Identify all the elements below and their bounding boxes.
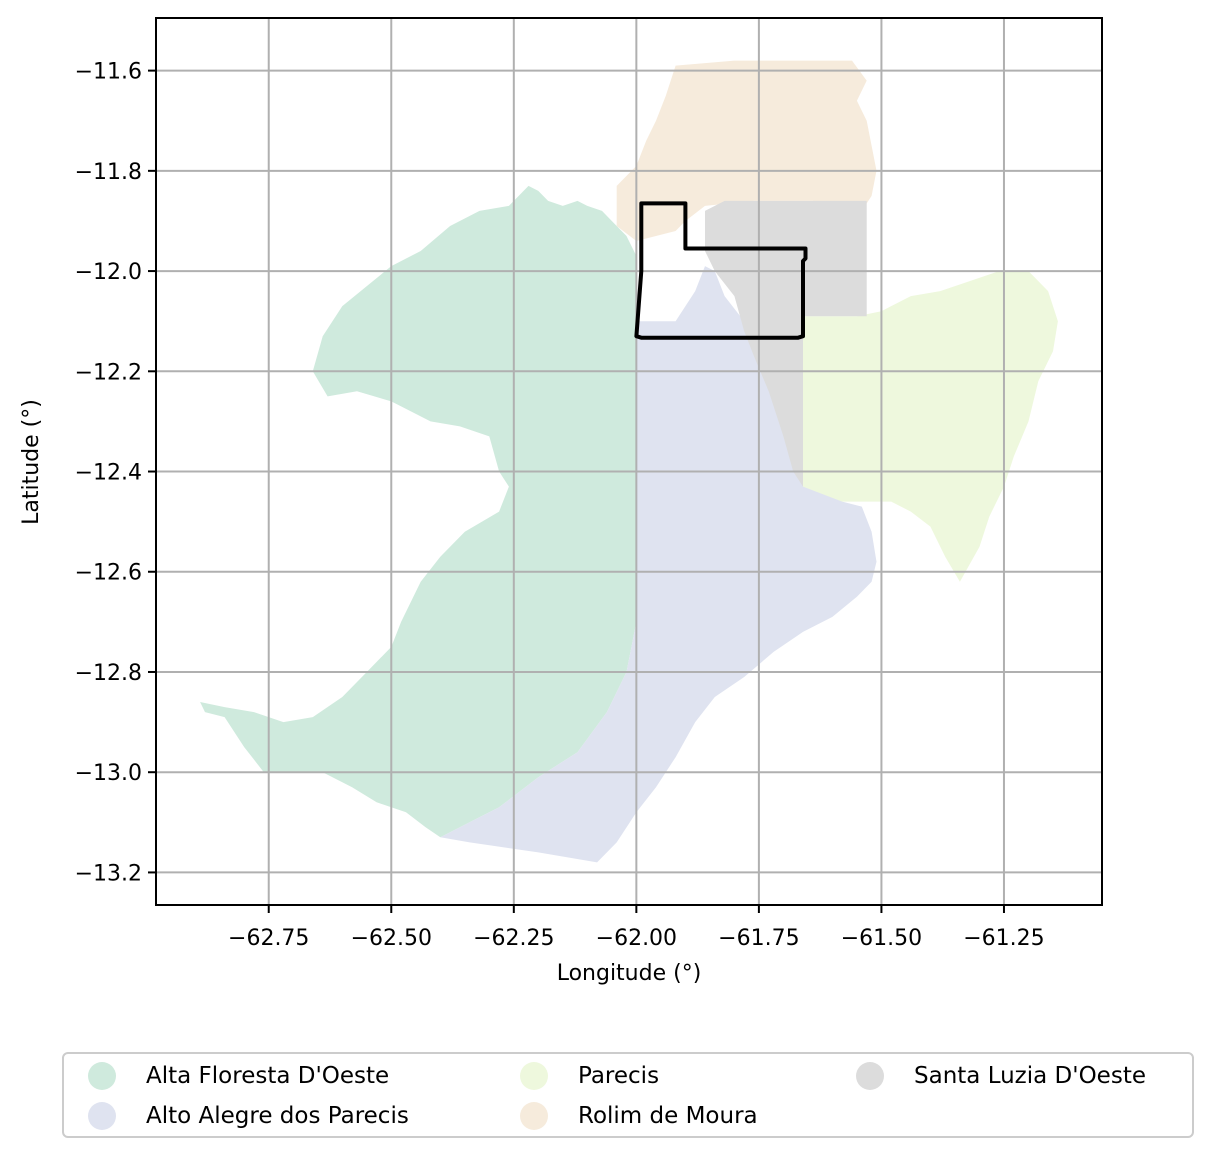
y-axis-ticks: −11.6 −11.8 −12.0 −12.2 −12.4 −12.6 −12.8 −13.0… — [75, 60, 156, 886]
plot-frame — [155, 17, 1103, 906]
y-tick-label: −13.2 — [75, 861, 142, 886]
legend-marker — [520, 1062, 548, 1090]
legend-item-alta-floresta: Alta Floresta D'Oeste — [88, 1056, 389, 1096]
legend-marker — [88, 1062, 116, 1090]
y-tick-label: −12.8 — [75, 661, 142, 686]
legend-item-parecis: Parecis — [520, 1056, 659, 1096]
legend-item-rolim-de-moura: Rolim de Moura — [520, 1096, 758, 1136]
legend: Alta Floresta D'Oeste Alto Alegre dos Pa… — [62, 1052, 1194, 1138]
x-tick-label: −62.75 — [228, 926, 309, 951]
legend-marker — [88, 1102, 116, 1130]
x-tick-label: −61.75 — [718, 926, 799, 951]
region-parecis — [803, 271, 1058, 582]
x-tick-label: −62.50 — [351, 926, 432, 951]
x-axis-label: Longitude (°) — [557, 961, 702, 986]
y-tick-label: −11.6 — [75, 60, 142, 85]
legend-label: Alto Alegre dos Parecis — [146, 1103, 409, 1129]
legend-item-santa-luzia: Santa Luzia D'Oeste — [856, 1056, 1146, 1096]
legend-label: Rolim de Moura — [578, 1103, 758, 1129]
x-axis-ticks: −62.75 −62.50 −62.25 −62.00 −61.75 −61.50 −61.… — [228, 905, 1045, 951]
region-alto-alegre-dos-parecis — [440, 266, 877, 863]
region-alta-floresta-d-oeste — [200, 185, 637, 838]
y-tick-label: −13.0 — [75, 761, 142, 786]
x-tick-label: −61.50 — [841, 926, 922, 951]
map-chart: −62.75 −62.50 −62.25 −62.00 −61.75 −61.50 −61.… — [19, 17, 1103, 986]
map-regions — [200, 60, 1058, 863]
y-tick-label: −11.8 — [75, 160, 142, 185]
region-santa-luzia-d-oeste — [705, 200, 867, 487]
y-tick-label: −12.6 — [75, 561, 142, 586]
legend-label: Alta Floresta D'Oeste — [146, 1063, 390, 1089]
y-tick-label: −12.2 — [75, 360, 142, 385]
legend-label: Parecis — [578, 1063, 660, 1089]
legend-item-alto-alegre: Alto Alegre dos Parecis — [88, 1096, 409, 1136]
legend-marker — [520, 1102, 548, 1130]
x-tick-label: −62.25 — [473, 926, 554, 951]
x-tick-label: −62.00 — [596, 926, 677, 951]
y-tick-label: −12.4 — [75, 461, 142, 486]
region-rolim-de-moura — [616, 60, 877, 241]
y-tick-label: −12.0 — [75, 260, 142, 285]
legend-marker — [856, 1062, 884, 1090]
legend-label: Santa Luzia D'Oeste — [914, 1063, 1146, 1089]
x-tick-label: −61.25 — [963, 926, 1044, 951]
highlight-boundary-group — [634, 201, 808, 340]
highlight-boundary — [634, 201, 808, 340]
y-axis-label: Latitude (°) — [19, 399, 44, 525]
gridlines — [156, 18, 1102, 905]
